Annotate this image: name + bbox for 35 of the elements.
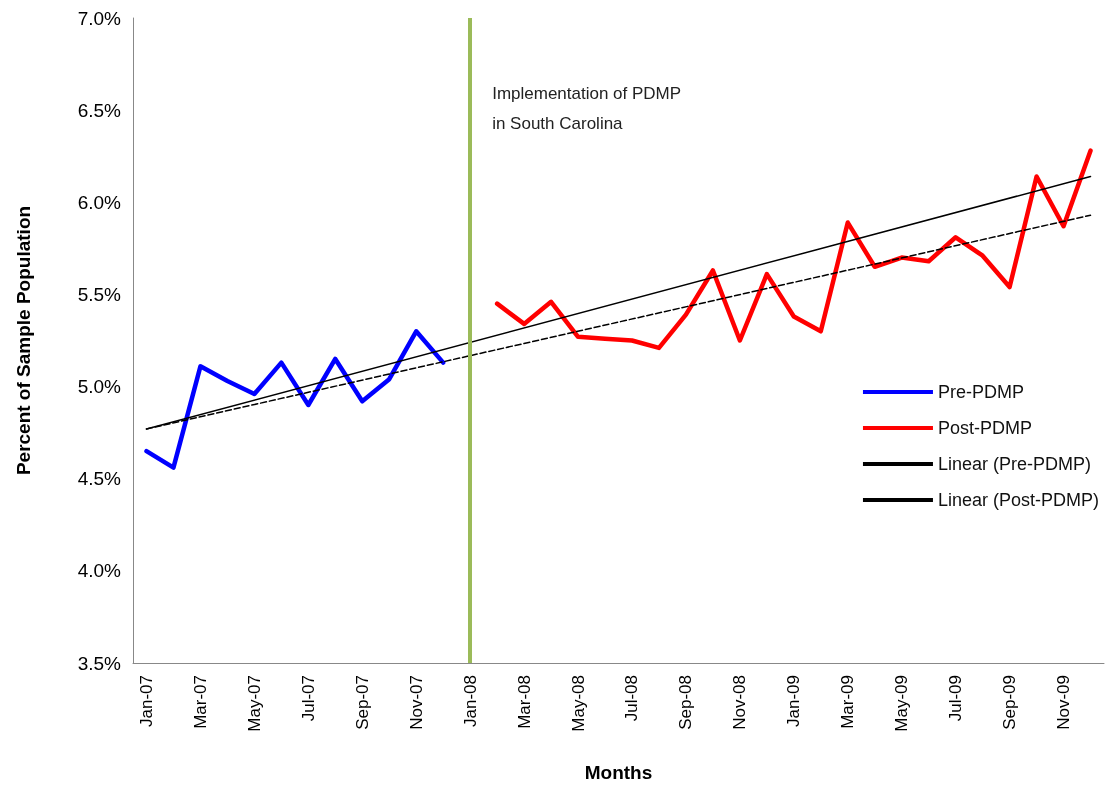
x-tick-label: Sep-08	[676, 675, 696, 730]
x-axis-title: Months	[584, 762, 653, 783]
y-tick-label: 4.0%	[77, 560, 122, 582]
y-tick-label: 7.0%	[77, 7, 122, 29]
x-tick-label: Nov-08	[730, 675, 750, 730]
x-tick-label: Sep-07	[352, 675, 372, 730]
x-tick-label: May-09	[892, 675, 912, 732]
x-tick-label: Sep-09	[1000, 675, 1020, 730]
x-tick-label: Mar-08	[514, 675, 534, 729]
line-series	[144, 329, 446, 470]
y-axis-title: Percent of Sample Population	[13, 205, 34, 476]
y-tick-label: 4.5%	[77, 468, 122, 490]
y-tick-label: 6.5%	[77, 99, 122, 121]
legend-label: Linear (Pre-PDMP)	[937, 454, 1091, 474]
y-tick-label: 5.0%	[77, 376, 122, 398]
x-tick-label: Jan-09	[784, 675, 804, 727]
x-tick-label: Nov-07	[406, 675, 426, 730]
line-series	[494, 148, 1093, 351]
x-tick-label: Jul-09	[946, 675, 966, 722]
x-tick-label: May-08	[568, 675, 588, 732]
x-tick-label: Jul-08	[622, 675, 642, 722]
y-tick-label: 3.5%	[77, 652, 122, 674]
legend-label: Post-PDMP	[937, 418, 1032, 438]
legend-label: Linear (Post-PDMP)	[937, 490, 1099, 510]
x-tick-label: Mar-09	[838, 675, 858, 729]
x-tick-label: Jan-07	[136, 675, 156, 727]
y-tick-label: 5.5%	[77, 283, 122, 305]
x-tick-label: Nov-09	[1054, 675, 1074, 730]
x-tick-label: Jan-08	[460, 675, 480, 727]
y-tick-label: 6.0%	[77, 191, 122, 213]
x-tick-label: Jul-07	[298, 675, 318, 722]
ref-line-label: Implementation of PDMP in South Carolina	[492, 83, 682, 133]
x-tick-label: Mar-07	[190, 675, 210, 729]
x-tick-label: May-07	[244, 675, 264, 732]
legend-label: Pre-PDMP	[937, 382, 1024, 402]
